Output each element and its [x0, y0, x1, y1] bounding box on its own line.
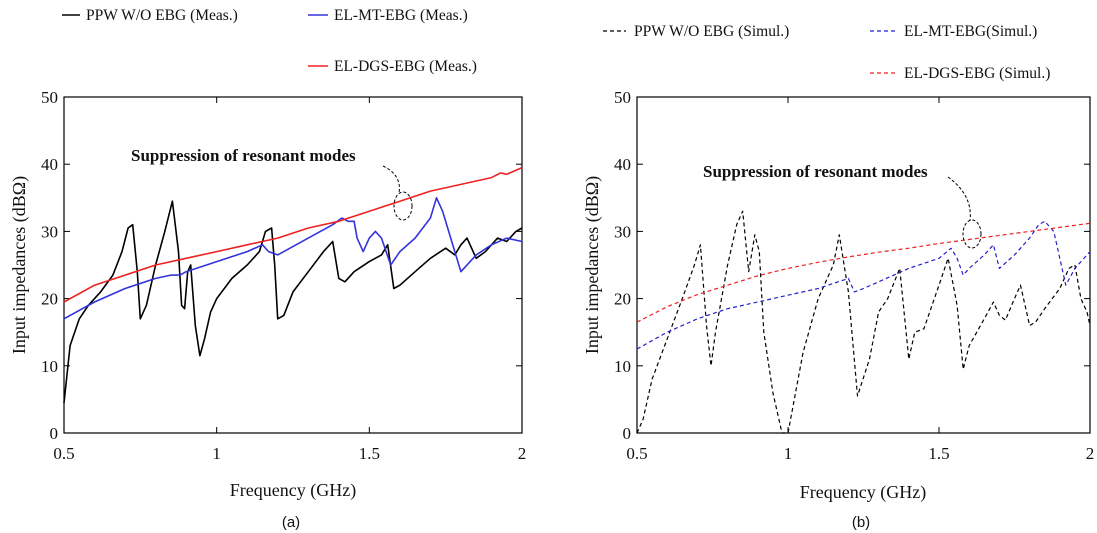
- x-tick-label-b: 1: [784, 444, 793, 463]
- x-tick-label-a: 2: [518, 444, 527, 463]
- caption-b: (b): [852, 514, 870, 531]
- series-line-a-1: [63, 197, 523, 320]
- chart-panel-a: PPW W/O EBG (Meas.) EL-MT-EBG (Meas.) EL…: [9, 7, 526, 531]
- x-tick-label-b: 0.5: [626, 444, 647, 463]
- y-tick-label-b: 50: [614, 88, 631, 107]
- plot-frame-a: [63, 96, 523, 434]
- x-axis-label-a: Frequency (GHz): [230, 480, 356, 501]
- legend-label-ppw-meas: PPW W/O EBG (Meas.): [86, 7, 238, 24]
- annotation-ellipse-b: [962, 219, 982, 249]
- annotation-text-b: Suppression of resonant modes: [703, 162, 928, 181]
- x-tick-label-b: 1.5: [928, 444, 949, 463]
- legend-label-ppw-simul: PPW W/O EBG (Simul.): [634, 23, 789, 40]
- legend-a: PPW W/O EBG (Meas.) EL-MT-EBG (Meas.) EL…: [62, 7, 477, 75]
- legend-b: PPW W/O EBG (Simul.) EL-MT-EBG(Simul.) E…: [603, 23, 1050, 82]
- annotation-leader-b: [947, 176, 971, 222]
- y-tick-label-b: 20: [614, 290, 631, 309]
- legend-label-dgs-meas: EL-DGS-EBG (Meas.): [334, 58, 477, 75]
- series-line-b-0: [636, 210, 1091, 434]
- y-tick-label-a: 0: [50, 424, 59, 443]
- y-tick-label-b: 10: [614, 357, 631, 376]
- y-tick-label-b: 40: [614, 155, 631, 174]
- y-tick-label-a: 40: [41, 155, 58, 174]
- x-tick-label-a: 0.5: [53, 444, 74, 463]
- annotation-text-a: Suppression of resonant modes: [131, 146, 356, 165]
- annotation-leader-a: [382, 165, 400, 194]
- y-tick-label-b: 0: [623, 424, 632, 443]
- series-group-b: [636, 210, 1091, 434]
- plot-frame-b: [636, 96, 1091, 434]
- y-tick-label-a: 30: [41, 222, 58, 241]
- y-tick-label-a: 50: [41, 88, 58, 107]
- chart-panel-b: PPW W/O EBG (Simul.) EL-MT-EBG(Simul.) E…: [582, 23, 1094, 531]
- y-tick-label-a: 10: [41, 357, 58, 376]
- x-tick-label-a: 1.5: [359, 444, 380, 463]
- y-axis-label-b: Input impedances (dBΩ): [582, 176, 603, 354]
- series-group-a: [63, 166, 523, 403]
- x-tick-label-a: 1: [212, 444, 221, 463]
- series-line-b-1: [636, 220, 1091, 350]
- legend-label-mt-meas: EL-MT-EBG (Meas.): [334, 7, 468, 24]
- y-tick-label-a: 20: [41, 290, 58, 309]
- x-axis-label-b: Frequency (GHz): [800, 482, 926, 503]
- caption-a: (a): [282, 514, 300, 531]
- y-axis-label-a: Input impedances (dBΩ): [9, 176, 30, 354]
- series-line-a-0: [63, 200, 523, 403]
- annotation-ellipse-a: [393, 191, 413, 221]
- x-tick-label-b: 2: [1086, 444, 1095, 463]
- series-line-a-2: [63, 166, 523, 303]
- legend-label-dgs-simul: EL-DGS-EBG (Simul.): [904, 65, 1050, 82]
- legend-label-mt-simul: EL-MT-EBG(Simul.): [904, 23, 1037, 40]
- y-tick-label-b: 30: [614, 222, 631, 241]
